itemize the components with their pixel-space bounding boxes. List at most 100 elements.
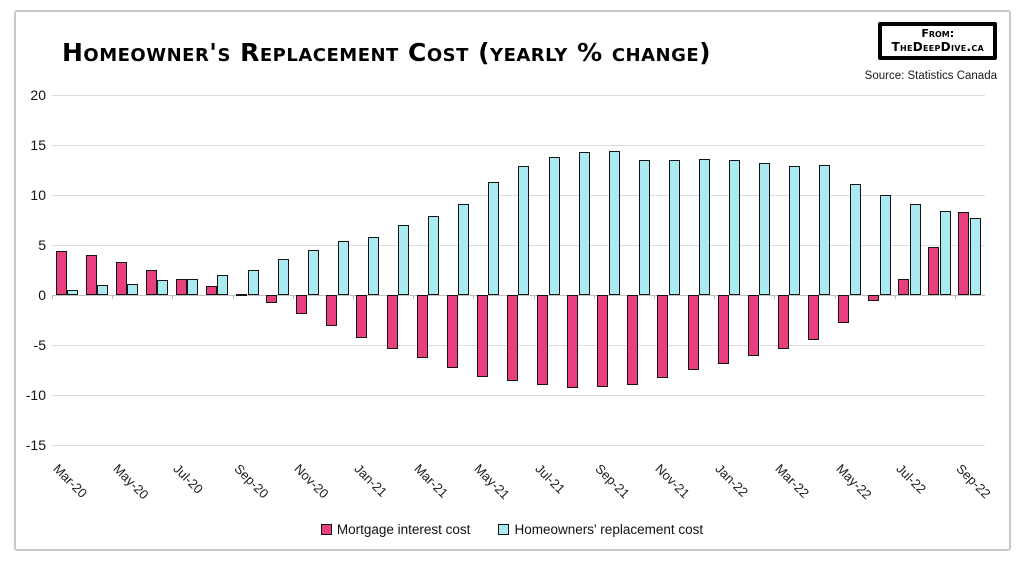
bar-replacement-Dec-21 bbox=[699, 159, 711, 295]
bar-mortgage-May-20 bbox=[115, 262, 127, 295]
bar-mortgage-Apr-22 bbox=[807, 295, 819, 340]
bar-mortgage-Apr-21 bbox=[446, 295, 458, 368]
bar-mortgage-Aug-21 bbox=[567, 295, 579, 388]
gridline bbox=[52, 345, 985, 346]
legend-label-mortgage: Mortgage interest cost bbox=[336, 522, 471, 537]
legend-item-replacement: Homeowners' replacement cost bbox=[498, 522, 703, 537]
x-axis-tick bbox=[52, 295, 53, 299]
y-axis-tick-label: -10 bbox=[25, 387, 46, 403]
bar-mortgage-May-22 bbox=[838, 295, 850, 323]
bar-mortgage-Aug-20 bbox=[205, 286, 217, 295]
legend-label-replacement: Homeowners' replacement cost bbox=[514, 522, 704, 537]
bar-replacement-Oct-20 bbox=[277, 259, 289, 295]
legend-swatch-mortgage bbox=[320, 524, 332, 535]
bar-mortgage-Sep-21 bbox=[597, 295, 609, 387]
bar-mortgage-Dec-21 bbox=[687, 295, 699, 370]
deepdive-badge: From: TheDeepDive.ca bbox=[878, 22, 997, 60]
bar-mortgage-Jun-22 bbox=[868, 295, 880, 301]
bar-mortgage-Jul-20 bbox=[175, 279, 187, 295]
bar-replacement-Sep-21 bbox=[608, 151, 620, 295]
y-axis-tick-label: 10 bbox=[30, 187, 46, 203]
x-axis-tick bbox=[413, 295, 415, 299]
bar-replacement-Jun-21 bbox=[518, 166, 530, 295]
bar-replacement-Jan-21 bbox=[367, 237, 379, 295]
legend-item-mortgage: Mortgage interest cost bbox=[320, 522, 471, 537]
bar-mortgage-Oct-20 bbox=[266, 295, 278, 303]
bar-mortgage-Oct-21 bbox=[627, 295, 639, 385]
bar-replacement-Aug-21 bbox=[578, 152, 590, 295]
x-axis-tick bbox=[593, 295, 595, 299]
bar-mortgage-Jun-21 bbox=[506, 295, 518, 381]
x-axis-tick bbox=[894, 295, 896, 299]
badge-from-label: From: bbox=[921, 27, 955, 40]
bar-replacement-Aug-20 bbox=[217, 275, 229, 295]
x-axis-tick bbox=[292, 295, 294, 299]
bar-replacement-Jan-22 bbox=[729, 160, 741, 295]
chart-title: Homeowner's Replacement Cost (yearly % c… bbox=[62, 38, 712, 67]
bar-replacement-May-20 bbox=[127, 284, 139, 295]
x-axis-tick bbox=[473, 295, 475, 299]
bar-mortgage-Nov-20 bbox=[296, 295, 308, 314]
bar-replacement-Apr-22 bbox=[819, 165, 831, 295]
bar-replacement-Jul-20 bbox=[187, 279, 199, 295]
bar-replacement-Nov-21 bbox=[668, 160, 680, 295]
bar-mortgage-Feb-22 bbox=[747, 295, 759, 356]
x-axis-tick bbox=[232, 295, 234, 299]
bar-mortgage-Jul-21 bbox=[537, 295, 549, 385]
x-axis-tick bbox=[533, 295, 535, 299]
x-axis-tick bbox=[352, 295, 354, 299]
bar-replacement-May-21 bbox=[488, 182, 500, 295]
gridline bbox=[52, 95, 985, 96]
x-axis-zero-line bbox=[52, 295, 985, 296]
bar-replacement-Nov-20 bbox=[307, 250, 319, 295]
badge-site-label: TheDeepDive.ca bbox=[891, 40, 984, 54]
bar-replacement-Apr-20 bbox=[97, 285, 109, 295]
bar-mortgage-Nov-21 bbox=[657, 295, 669, 378]
bar-replacement-Jul-21 bbox=[548, 157, 560, 295]
bar-replacement-Apr-21 bbox=[458, 204, 470, 295]
x-axis-tick bbox=[774, 295, 776, 299]
bar-replacement-Mar-21 bbox=[428, 216, 440, 295]
bar-mortgage-May-21 bbox=[476, 295, 488, 377]
bar-mortgage-Mar-22 bbox=[777, 295, 789, 349]
gridline bbox=[52, 395, 985, 396]
bar-mortgage-Feb-21 bbox=[386, 295, 398, 349]
bar-mortgage-Dec-20 bbox=[326, 295, 338, 326]
bar-mortgage-Jan-22 bbox=[717, 295, 729, 364]
bar-replacement-Mar-22 bbox=[789, 166, 801, 295]
bar-mortgage-Apr-20 bbox=[85, 255, 97, 295]
gridline bbox=[52, 445, 985, 446]
bar-replacement-Aug-22 bbox=[939, 211, 951, 295]
bar-replacement-Jun-20 bbox=[157, 280, 169, 295]
bar-mortgage-Sep-20 bbox=[236, 294, 248, 296]
bar-mortgage-Aug-22 bbox=[928, 247, 940, 295]
x-axis-tick bbox=[954, 295, 956, 299]
x-axis-tick bbox=[714, 295, 716, 299]
bar-mortgage-Sep-22 bbox=[958, 212, 970, 295]
y-axis-tick-label: -15 bbox=[25, 437, 46, 453]
bar-replacement-Jun-22 bbox=[879, 195, 891, 295]
y-axis-tick-label: 5 bbox=[38, 237, 46, 253]
y-axis-tick-label: 20 bbox=[30, 87, 46, 103]
x-axis-tick bbox=[653, 295, 655, 299]
bar-mortgage-Jul-22 bbox=[898, 279, 910, 295]
bar-replacement-Sep-22 bbox=[969, 218, 981, 295]
bar-replacement-Mar-20 bbox=[67, 290, 78, 295]
bar-mortgage-Jan-21 bbox=[356, 295, 368, 338]
bar-replacement-Dec-20 bbox=[337, 241, 349, 295]
y-axis-tick-label: -5 bbox=[33, 337, 46, 353]
bar-mortgage-Jun-20 bbox=[145, 270, 157, 295]
bar-mortgage-Mar-20 bbox=[55, 251, 67, 295]
y-axis-tick-label: 15 bbox=[30, 137, 46, 153]
legend-swatch-replacement bbox=[498, 524, 510, 535]
gridline bbox=[52, 145, 985, 146]
bar-replacement-May-22 bbox=[849, 184, 861, 295]
y-axis: 20 15 10 5 0 -5 -10 -15 bbox=[0, 87, 46, 453]
bar-replacement-Feb-22 bbox=[759, 163, 771, 295]
source-label: Source: Statistics Canada bbox=[864, 70, 997, 82]
bar-replacement-Jul-22 bbox=[909, 204, 921, 295]
bar-mortgage-Mar-21 bbox=[416, 295, 428, 358]
x-axis-tick bbox=[834, 295, 836, 299]
plot-area: Mar-20 May-20 Jul-20 Sep-20 Nov-20 Jan-21 Mar-… bbox=[50, 95, 994, 502]
x-axis-tick bbox=[172, 295, 174, 299]
